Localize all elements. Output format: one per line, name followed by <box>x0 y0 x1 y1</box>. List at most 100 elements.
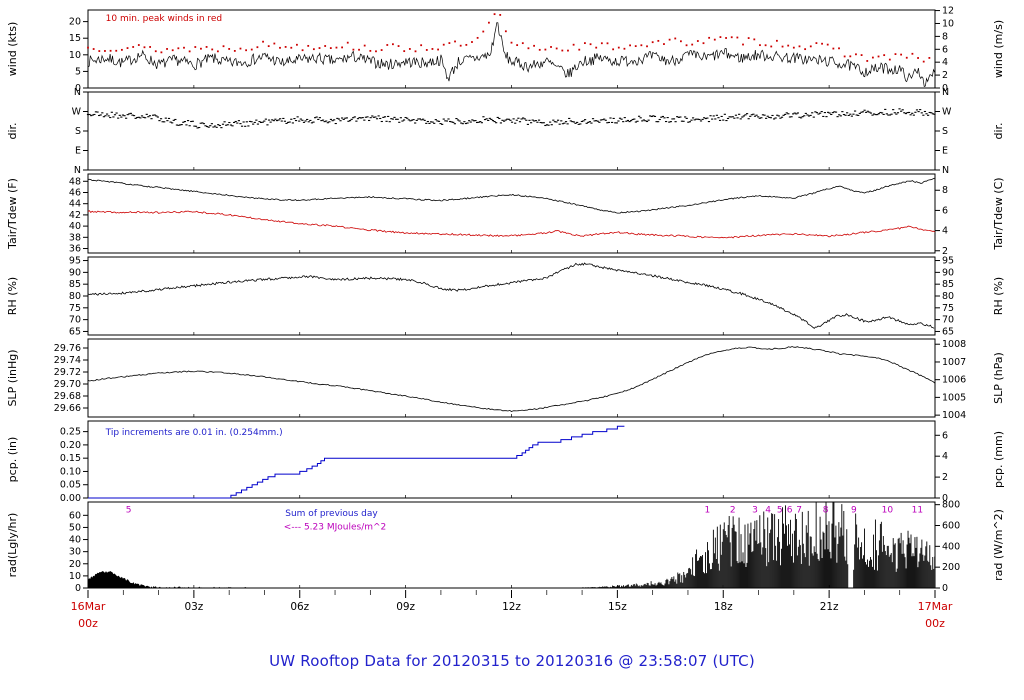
xtick-label: 06z <box>290 601 309 613</box>
annotation-pcp: Tip increments are 0.01 in. (0.254mm.) <box>105 428 283 438</box>
ytick-right-temp: 8 <box>942 185 948 196</box>
ytick-left-temp: 38 <box>69 232 81 243</box>
ytick-right-wind: 0 <box>942 83 948 94</box>
ytick-right-slp: 1007 <box>942 357 966 368</box>
series-wind_direction_deg <box>86 108 936 129</box>
series-relative_humidity_pct <box>87 262 935 329</box>
ytick-right-slp: 1004 <box>942 410 966 421</box>
series-wind_speed_kts <box>87 22 936 87</box>
ytick-right-rh: 95 <box>942 256 954 267</box>
ytick-left-temp: 48 <box>69 176 81 187</box>
annotation-rad: <--- 5.23 MJoules/m^2 <box>284 523 386 533</box>
annotation-rad: 4 <box>765 505 771 515</box>
ytick-right-wind: 10 <box>942 18 954 29</box>
ytick-left-rh: 70 <box>69 315 81 326</box>
ytick-right-wind: 12 <box>942 6 954 17</box>
ylabel-left-rad: rad(Lgly/hr) <box>6 513 19 578</box>
series-solar_radiation_spikes <box>574 502 936 588</box>
ytick-right-slp: 1006 <box>942 375 966 386</box>
ytick-right-wind: 4 <box>942 57 948 68</box>
ytick-left-rad: 30 <box>69 547 81 558</box>
ytick-right-rh: 75 <box>942 303 954 314</box>
panel-slp-border <box>87 338 936 418</box>
annotation-rad: 5 <box>777 505 783 515</box>
ytick-left-rh: 95 <box>69 256 81 267</box>
ytick-left-rad: 0 <box>75 583 81 594</box>
ytick-right-rad: 800 <box>942 500 960 511</box>
annotation-rad: 7 <box>796 505 802 515</box>
series-air_temperature_F <box>87 177 936 214</box>
ytick-right-slp: 1005 <box>942 392 966 403</box>
ytick-right-rh: 90 <box>942 267 954 278</box>
ylabel-right-rh: RH (%) <box>992 277 1005 315</box>
series-peak_wind_kts <box>87 13 931 63</box>
panel-pcp: 0.00 0.05 0.10 0.15 0.20 0.25 0 2 4 6 pcp. (in) pcp… <box>6 420 1005 504</box>
ylabel-right-rad: rad (W/m^2) <box>992 509 1005 581</box>
ytick-left-temp: 46 <box>69 187 81 198</box>
ytick-left-slp: 29.68 <box>54 391 81 402</box>
x-end-date-label: 17Mar <box>918 600 953 613</box>
ytick-right-rad: 0 <box>942 583 948 594</box>
series-solar_radiation_morning <box>88 571 247 588</box>
ytick-left-wind: 20 <box>69 17 81 28</box>
ytick-right-rad: 200 <box>942 562 960 573</box>
ylabel-left-wind: wind (kts) <box>6 22 19 77</box>
chart-panels: 0 5 10 15 20 0 2 4 6 8 10 12 wind (kts) wind (m/s) 10 … <box>0 6 1024 594</box>
annotation-rad: 6 <box>787 505 793 515</box>
annotation-rad: 8 <box>823 505 829 515</box>
ytick-left-temp: 36 <box>69 244 81 255</box>
ytick-left-dir: N <box>74 87 81 98</box>
annotation-rad: 11 <box>912 505 923 515</box>
ytick-right-slp: 1008 <box>942 339 966 350</box>
ytick-left-slp: 29.76 <box>54 343 81 354</box>
xtick-label: 09z <box>396 601 415 613</box>
series-accumulated_precip_in <box>88 425 625 499</box>
ylabel-right-dir: dir. <box>992 122 1005 139</box>
ytick-right-dir: W <box>942 107 952 118</box>
ytick-left-rh: 65 <box>69 326 81 337</box>
annotation-rad: 1 <box>705 505 711 515</box>
x-axis-svg: 03z 06z 09z 12z 15z 18z 21z 16Mar 00z 17Mar 00z <box>71 590 953 630</box>
ytick-left-rad: 60 <box>69 510 81 521</box>
xtick-label: 21z <box>820 601 839 613</box>
ylabel-left-temp: Tair/Tdew (F) <box>6 178 19 250</box>
ytick-right-pcp: 2 <box>942 472 948 483</box>
annotation-rad: 5 <box>126 505 132 515</box>
ytick-right-dir: N <box>942 87 949 98</box>
annotation-rad: 2 <box>730 505 736 515</box>
annotation-rad: 9 <box>851 505 857 515</box>
ytick-left-slp: 29.74 <box>54 355 81 366</box>
ylabel-left-pcp: pcp. (in) <box>6 437 19 483</box>
ytick-left-wind: 10 <box>69 50 81 61</box>
ytick-left-rad: 50 <box>69 522 81 533</box>
ytick-right-pcp: 4 <box>942 451 948 462</box>
annotation-rad: Sum of previous day <box>285 509 378 519</box>
ytick-right-rad: 400 <box>942 541 960 552</box>
xtick-label: 03z <box>184 601 203 613</box>
ytick-right-pcp: 6 <box>942 430 948 441</box>
ytick-right-dir: N <box>942 165 949 176</box>
ytick-right-rh: 85 <box>942 279 954 290</box>
ytick-right-temp: 2 <box>942 246 948 257</box>
xtick-label: 12z <box>502 601 521 613</box>
ytick-right-rh: 70 <box>942 315 954 326</box>
series-dew_point_F <box>87 210 936 239</box>
ytick-left-rad: 40 <box>69 535 81 546</box>
ytick-right-wind: 2 <box>942 70 948 81</box>
xtick-label: 15z <box>608 601 627 613</box>
annotation-wind: 10 min. peak winds in red <box>106 14 223 24</box>
ytick-right-wind: 6 <box>942 44 948 55</box>
ylabel-right-temp: Tair/Tdew (C) <box>992 177 1005 250</box>
figure-title: UW Rooftop Data for 20120315 to 20120316… <box>269 652 755 670</box>
ytick-left-pcp: 0.00 <box>60 493 81 504</box>
ytick-right-temp: 6 <box>942 205 948 216</box>
annotation-rad: 10 <box>882 505 894 515</box>
ytick-left-pcp: 0.20 <box>60 440 81 451</box>
ytick-left-dir: E <box>75 146 81 157</box>
ytick-left-rad: 20 <box>69 559 81 570</box>
